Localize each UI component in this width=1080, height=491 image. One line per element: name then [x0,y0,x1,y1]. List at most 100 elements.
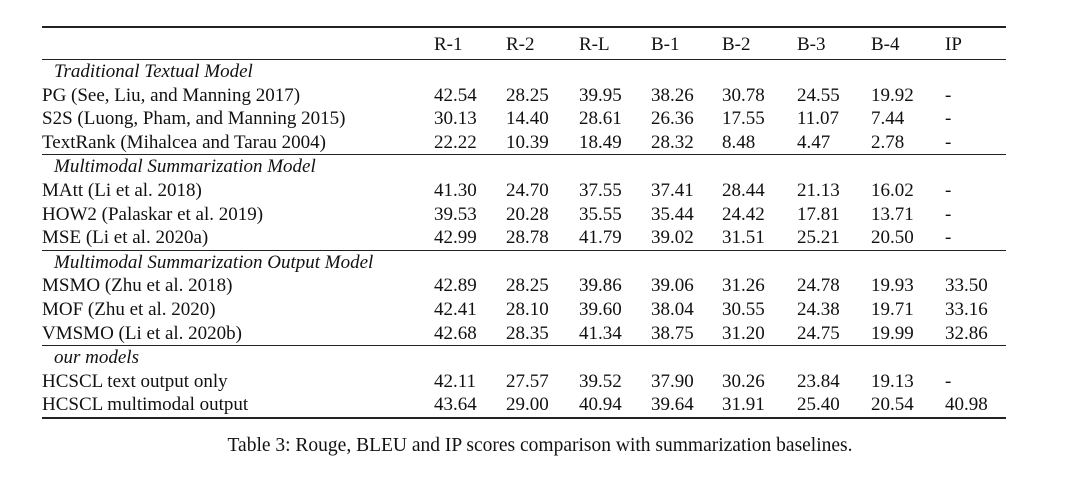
score-cell: 2.78 [871,131,905,153]
group-title: Multimodal Summarization Output Model [54,251,374,273]
score-cell: 19.13 [871,370,914,392]
score-cell: 24.78 [797,275,840,297]
score-cell: 40.94 [579,394,622,416]
score-cell: 28.61 [579,108,622,130]
score-cell: 28.10 [506,298,549,320]
group-header-row: our models [42,345,1006,370]
score-cell: 30.78 [722,84,765,106]
score-cell: 37.90 [651,370,694,392]
score-cell: 33.16 [945,298,988,320]
score-cell: 37.55 [579,179,622,201]
score-cell: 28.35 [506,322,549,344]
score-cell: - [945,84,952,106]
score-cell: 42.11 [434,370,477,392]
score-cell: 30.55 [722,298,765,320]
column-header: B-2 [722,33,751,55]
model-name-cell: VMSMO (Li et al. 2020b) [42,322,243,344]
score-cell: 42.89 [434,275,477,297]
model-name-cell: HCSCL multimodal output [42,394,249,416]
score-cell: 27.57 [506,370,549,392]
score-cell: 40.98 [945,394,988,416]
score-cell: 30.13 [434,108,477,130]
score-cell: - [945,203,952,225]
score-cell: 28.44 [722,179,765,201]
score-cell: 31.26 [722,275,765,297]
score-cell: 42.68 [434,322,477,344]
score-cell: 11.07 [797,108,840,130]
results-table: R-1 R-2 R-L B-1 B-2 B-3 B-4 IP Tradition… [42,26,1006,419]
column-header: B-1 [651,33,680,55]
model-name-cell: MSE (Li et al. 2020a) [42,227,209,249]
group-title: our models [54,347,139,369]
score-cell: 25.40 [797,394,840,416]
score-cell: 28.32 [651,131,694,153]
score-cell: 19.93 [871,275,914,297]
column-header: B-3 [797,33,826,55]
header-row: R-1 R-2 R-L B-1 B-2 B-3 B-4 IP [42,27,1006,60]
score-cell: 33.50 [945,275,988,297]
table-row: HCSCL text output only 42.11 27.57 39.52 37.… [42,370,1006,394]
score-cell: 7.44 [871,108,905,130]
score-cell: 39.06 [651,275,694,297]
score-cell: 39.64 [651,394,694,416]
score-cell: 28.78 [506,227,549,249]
column-header: IP [945,33,962,55]
score-cell: 20.28 [506,203,549,225]
column-header: R-2 [506,33,535,55]
score-cell: 37.41 [651,179,694,201]
table-row: VMSMO (Li et al. 2020b) 42.68 28.35 41.34 38… [42,322,1006,346]
score-cell: 43.64 [434,394,477,416]
results-table-container: R-1 R-2 R-L B-1 B-2 B-3 B-4 IP Tradition… [42,26,1006,419]
model-name-cell: TextRank (Mihalcea and Tarau 2004) [42,131,326,153]
score-cell: 17.81 [797,203,840,225]
score-cell: 13.71 [871,203,914,225]
score-cell: 14.40 [506,108,549,130]
score-cell: 20.54 [871,394,914,416]
score-cell: 39.60 [579,298,622,320]
score-cell: 39.02 [651,227,694,249]
score-cell: 8.48 [722,131,756,153]
score-cell: 35.44 [651,203,694,225]
score-cell: 18.49 [579,131,622,153]
score-cell: 31.20 [722,322,765,344]
score-cell: - [945,227,952,249]
table-header: R-1 R-2 R-L B-1 B-2 B-3 B-4 IP [42,27,1006,60]
table-row: PG (See, Liu, and Manning 2017) 42.54 28.2… [42,84,1006,108]
column-header: R-1 [434,33,463,55]
score-cell: 38.04 [651,298,694,320]
score-cell: 38.26 [651,84,694,106]
score-cell: 22.22 [434,131,477,153]
score-cell: 24.38 [797,298,840,320]
score-cell: 24.70 [506,179,549,201]
score-cell: 25.21 [797,227,840,249]
group-title: Traditional Textual Model [54,61,253,82]
model-name-cell: PG (See, Liu, and Manning 2017) [42,84,301,106]
score-cell: 26.36 [651,108,694,130]
model-name-cell: S2S (Luong, Pham, and Manning 2015) [42,108,346,130]
model-name-cell: HCSCL text output only [42,370,228,392]
table-row: S2S (Luong, Pham, and Manning 2015) 30.13… [42,107,1006,131]
table-body: Traditional Textual Model PG (See, Liu, a… [42,60,1006,418]
score-cell: 19.71 [871,298,914,320]
score-cell: 39.52 [579,370,622,392]
group-header-row: Traditional Textual Model [42,60,1006,84]
header-blank-cell [42,27,434,60]
group-header-row: Multimodal Summarization Model [42,154,1006,179]
table-row: MAtt (Li et al. 2018) 41.30 24.70 37.55 37.4… [42,179,1006,203]
score-cell: - [945,179,952,201]
score-cell: - [945,108,952,130]
table-caption: Table 3: Rouge, BLEU and IP scores compa… [227,435,853,456]
table-row: TextRank (Mihalcea and Tarau 2004) 22.22 1… [42,131,1006,155]
score-cell: 42.54 [434,84,477,106]
score-cell: 19.92 [871,84,914,106]
table-row: HCSCL multimodal output 43.64 29.00 40.94 39… [42,393,1006,418]
score-cell: 24.42 [722,203,765,225]
score-cell: 35.55 [579,203,622,225]
model-name-cell: MSMO (Zhu et al. 2018) [42,275,233,297]
model-name-cell: MAtt (Li et al. 2018) [42,179,202,201]
score-cell: 10.39 [506,131,549,153]
score-cell: 41.79 [579,227,622,249]
group-title: Multimodal Summarization Model [54,156,316,178]
score-cell: 24.75 [797,322,840,344]
score-cell: 23.84 [797,370,840,392]
